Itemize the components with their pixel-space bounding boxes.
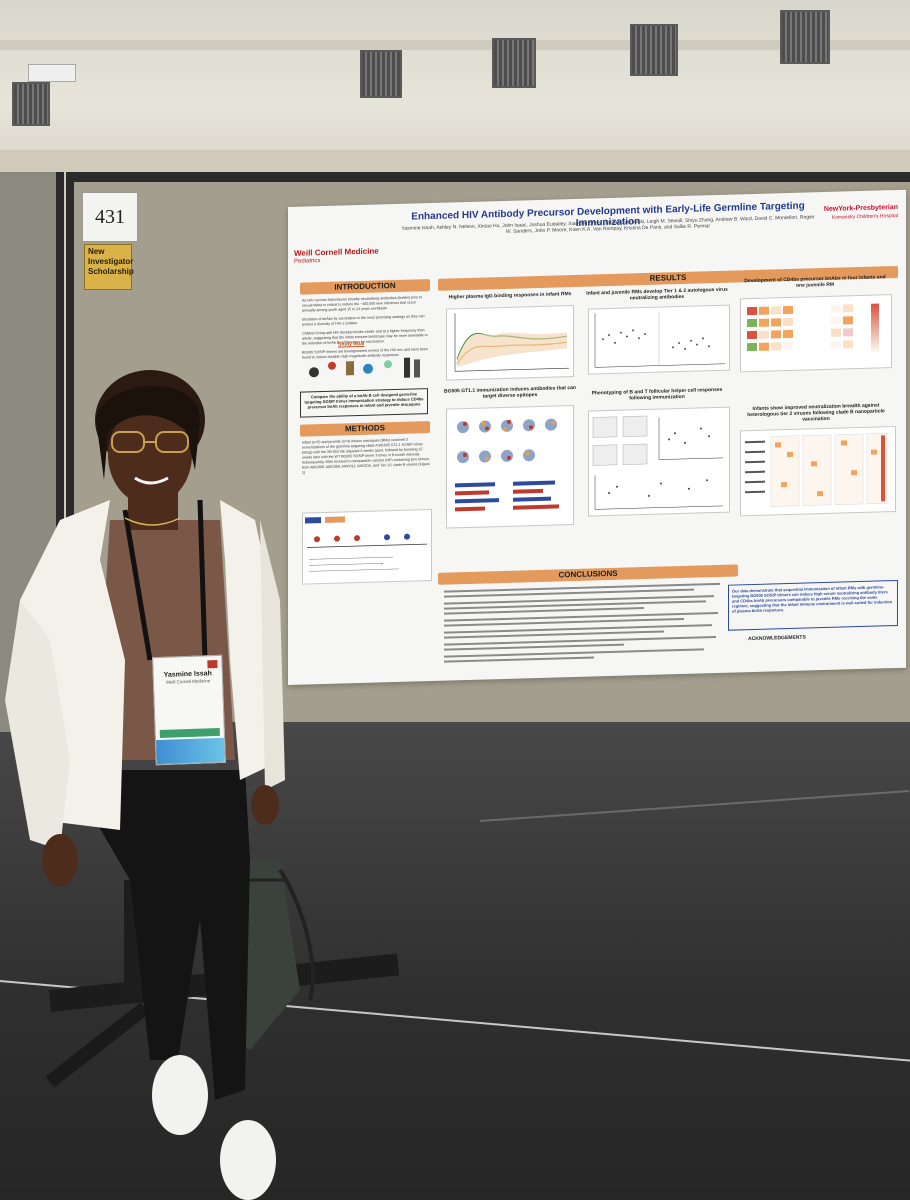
section-methods: METHODS bbox=[300, 421, 430, 437]
breadth-heatmap bbox=[740, 426, 896, 517]
conclusions-text bbox=[444, 581, 724, 673]
results-panel-title: Infant and juvenile RMs develop Tier 1 &… bbox=[586, 286, 728, 302]
ceiling-vent bbox=[360, 50, 402, 98]
badge-ribbon bbox=[159, 727, 220, 739]
ceiling-light bbox=[28, 64, 76, 82]
study-goal-diagram bbox=[304, 349, 428, 386]
booth-side-panel bbox=[0, 172, 64, 732]
ceiling-vent bbox=[12, 82, 50, 126]
epitope-map-figure bbox=[446, 405, 574, 529]
section-introduction: INTRODUCTION bbox=[300, 279, 430, 295]
name-badge: Yasmine Issah Weill Cornell Medicine bbox=[152, 654, 226, 766]
intro-paragraph: Elicitation of bnAbs by vaccination is t… bbox=[302, 314, 425, 327]
igg-binding-chart bbox=[446, 305, 574, 381]
booth-number: 431 bbox=[82, 192, 138, 242]
breadth-grid bbox=[745, 433, 888, 507]
floor-line bbox=[479, 790, 910, 822]
study-goal-box: Compare the ability of a bnAb B cell des… bbox=[300, 388, 428, 418]
badge-stripe bbox=[156, 737, 225, 765]
epitope-maps bbox=[455, 418, 559, 512]
nyp-logo: NewYork-Presbyterian Komansky Children's… bbox=[824, 204, 898, 222]
logo-right-sub: Komansky Children's Hospital bbox=[831, 212, 898, 221]
results-panel-title: Higher plasma IgG binding responses in i… bbox=[448, 291, 572, 301]
timeline-diagram bbox=[305, 516, 427, 572]
board-stand-leg bbox=[124, 880, 144, 1000]
ceiling-vent bbox=[492, 38, 536, 88]
weill-cornell-logo: Weill Cornell Medicine Pediatrics bbox=[294, 246, 379, 266]
phenotyping-figure bbox=[588, 406, 730, 517]
neutralization-plot bbox=[594, 311, 725, 368]
neutralization-chart bbox=[588, 304, 730, 375]
flow-cytometry-plots bbox=[592, 415, 723, 510]
badge-logo bbox=[207, 659, 218, 669]
research-poster: Weill Cornell Medicine Pediatrics Enhanc… bbox=[288, 189, 906, 685]
intro-paragraph: An HIV vaccine that induces broadly neut… bbox=[302, 295, 423, 313]
igg-binding-plot bbox=[454, 313, 569, 372]
cd4bs-heatmap bbox=[740, 294, 892, 373]
ceiling-vent bbox=[780, 10, 830, 64]
acknowledgements-heading: ACKNOWLEDGEMENTS bbox=[748, 634, 806, 643]
methods-text: Infant (n=5) and juvenile (n=4) rhesus m… bbox=[302, 437, 430, 475]
heatmap-scale bbox=[871, 303, 879, 352]
intro-paragraph: Children living with HIV develop bnAbs e… bbox=[302, 328, 428, 346]
ceiling bbox=[0, 0, 910, 150]
methods-figure bbox=[302, 508, 432, 585]
study-goal-icons bbox=[309, 357, 420, 378]
results-panel-title: Infants show improved neutralization bre… bbox=[747, 402, 885, 423]
summary-box: Our data demonstrate that sequential imm… bbox=[728, 579, 898, 631]
results-panel-title: BG505 GT1.1 immunization induces antibod… bbox=[444, 384, 576, 400]
award-ribbon: New Investigator Scholarship bbox=[84, 244, 134, 290]
logo-left-sub: Pediatrics bbox=[294, 258, 321, 265]
conclusion-lines bbox=[444, 582, 720, 663]
results-panel-title: Phenotyping of B and T follicular helper… bbox=[591, 386, 723, 402]
study-goal-label: Study Goal bbox=[338, 340, 365, 348]
ceiling-vent bbox=[630, 24, 678, 76]
